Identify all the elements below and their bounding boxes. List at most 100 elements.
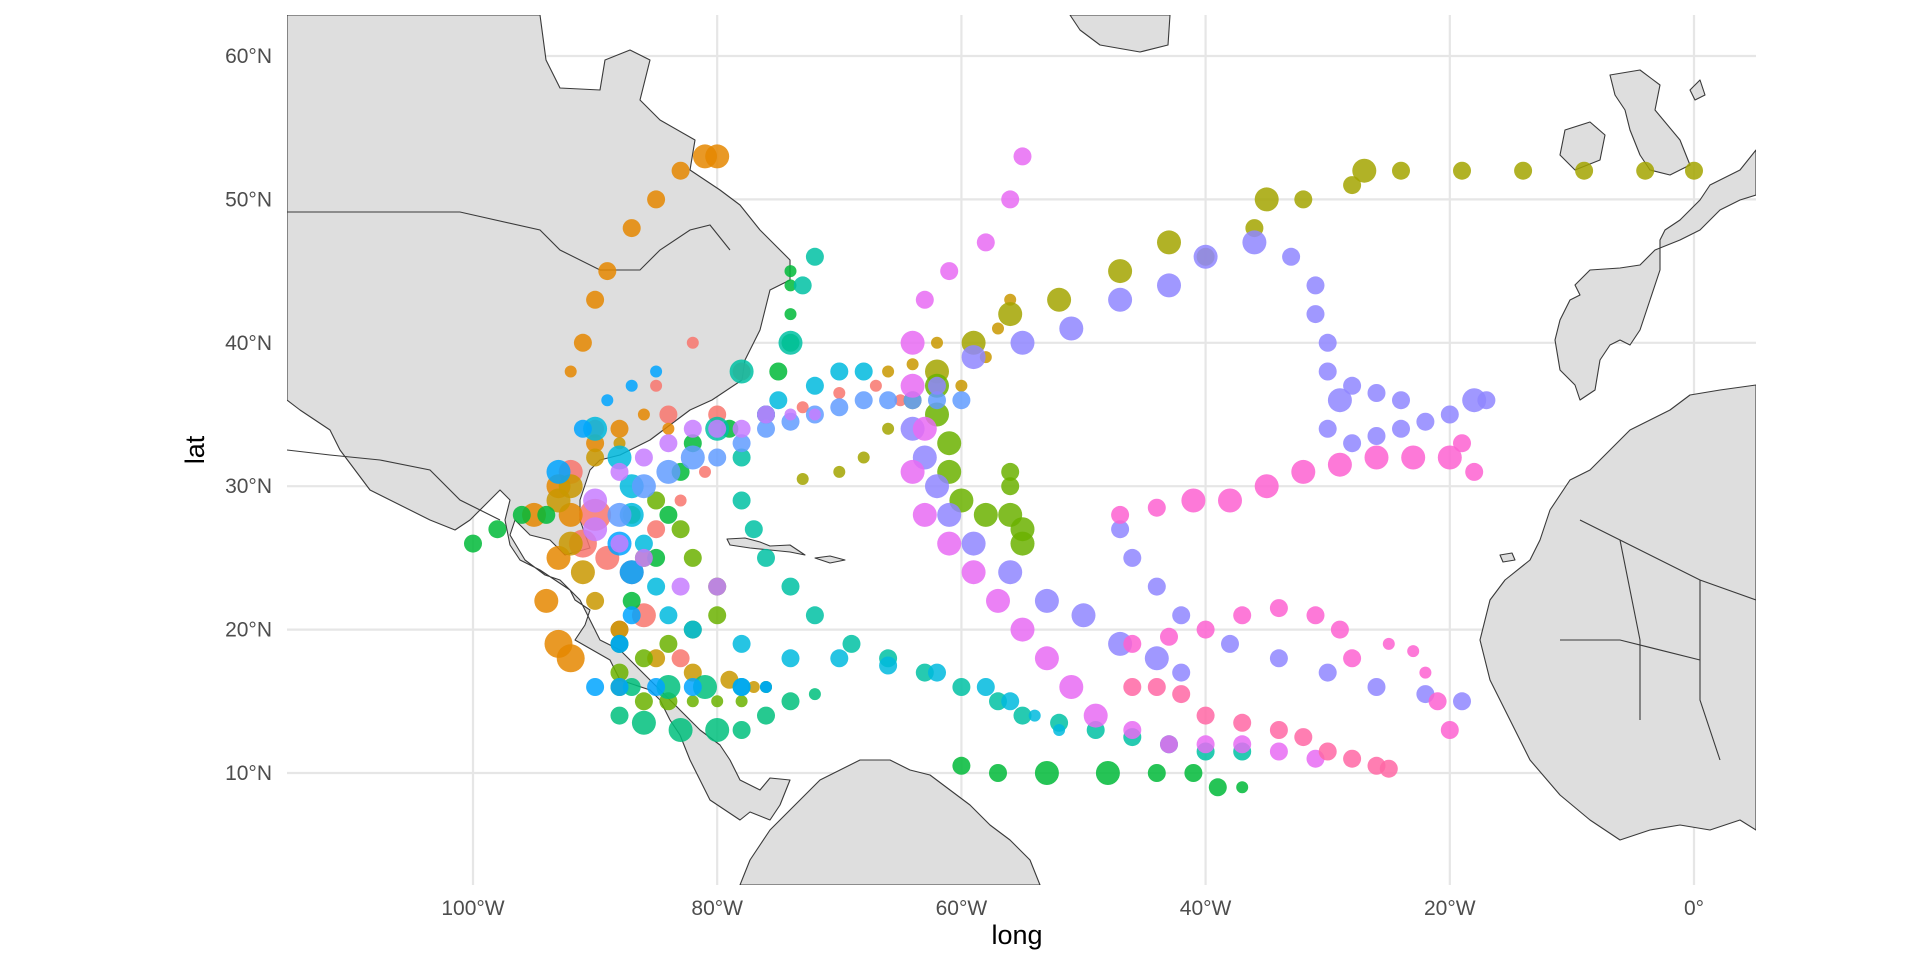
track-point bbox=[989, 764, 1007, 782]
track-point bbox=[1013, 147, 1032, 166]
x-tick-label: 100°W bbox=[441, 897, 504, 920]
track-point bbox=[1172, 606, 1191, 625]
track-point bbox=[747, 681, 760, 693]
track-point bbox=[683, 620, 702, 639]
track-point bbox=[556, 644, 585, 673]
track-point bbox=[647, 520, 666, 539]
track-point bbox=[1318, 742, 1337, 761]
track-point bbox=[1401, 445, 1426, 470]
track-point bbox=[833, 387, 846, 399]
track-point bbox=[683, 548, 702, 567]
track-point bbox=[683, 663, 702, 682]
storm-track-series bbox=[900, 230, 1496, 711]
track-point bbox=[1160, 627, 1178, 646]
track-point bbox=[1053, 724, 1066, 736]
track-point bbox=[830, 362, 849, 381]
x-tick-label: 60°W bbox=[936, 897, 988, 920]
track-point bbox=[634, 649, 653, 668]
track-point bbox=[647, 577, 666, 596]
track-point bbox=[1343, 434, 1362, 453]
track-point bbox=[647, 678, 666, 696]
x-tick-label: 20°W bbox=[1424, 897, 1476, 920]
track-point bbox=[607, 502, 632, 527]
track-point bbox=[1059, 316, 1084, 341]
track-point bbox=[882, 422, 895, 435]
track-point bbox=[705, 144, 730, 169]
track-point bbox=[647, 190, 666, 209]
track-point bbox=[955, 379, 968, 392]
storm-track-series bbox=[900, 147, 1325, 768]
track-point bbox=[1465, 462, 1484, 481]
track-point bbox=[1269, 599, 1288, 618]
track-point bbox=[1392, 419, 1410, 438]
track-point bbox=[793, 276, 812, 295]
track-point bbox=[854, 362, 873, 381]
track-point bbox=[622, 606, 641, 625]
track-point bbox=[1028, 709, 1041, 722]
x-tick-label: 40°W bbox=[1180, 897, 1232, 920]
track-point bbox=[1123, 721, 1142, 739]
track-point bbox=[634, 548, 653, 567]
track-point bbox=[732, 448, 751, 467]
track-point bbox=[650, 365, 663, 378]
track-point bbox=[625, 379, 638, 392]
track-point bbox=[778, 330, 803, 355]
track-point bbox=[1111, 505, 1130, 524]
track-point bbox=[1242, 230, 1267, 255]
track-point bbox=[1294, 728, 1313, 747]
track-point bbox=[900, 373, 925, 398]
track-point bbox=[1306, 305, 1325, 324]
track-point bbox=[1034, 761, 1059, 785]
track-point bbox=[610, 462, 629, 481]
track-point bbox=[796, 473, 809, 485]
track-point bbox=[1453, 434, 1471, 453]
track-point bbox=[659, 634, 678, 653]
track-point bbox=[583, 517, 608, 542]
track-point bbox=[900, 330, 925, 355]
track-point bbox=[634, 448, 653, 467]
track-point bbox=[1685, 161, 1703, 180]
track-point bbox=[1477, 391, 1496, 410]
track-point bbox=[622, 591, 641, 610]
storm-track-series bbox=[546, 293, 1017, 693]
track-point bbox=[1196, 706, 1215, 725]
track-point bbox=[671, 649, 690, 668]
track-point bbox=[882, 365, 895, 378]
track-point bbox=[732, 678, 751, 696]
track-point bbox=[1453, 161, 1471, 180]
track-point bbox=[1034, 588, 1059, 613]
track-point bbox=[986, 588, 1010, 613]
track-point bbox=[1172, 663, 1191, 682]
track-point bbox=[1001, 190, 1020, 209]
track-point bbox=[1306, 276, 1325, 295]
track-point bbox=[1254, 187, 1279, 212]
track-point bbox=[1407, 645, 1420, 658]
track-point bbox=[708, 448, 727, 467]
track-point bbox=[805, 247, 824, 266]
track-point bbox=[634, 534, 653, 553]
track-point bbox=[1034, 646, 1059, 671]
us-mexico-border bbox=[287, 449, 501, 521]
track-point bbox=[805, 376, 824, 395]
track-point bbox=[1147, 678, 1166, 696]
track-point bbox=[854, 391, 873, 410]
south-america-landmass bbox=[739, 759, 1041, 885]
track-point bbox=[976, 233, 995, 252]
track-point bbox=[1318, 362, 1337, 381]
track-point bbox=[952, 391, 971, 410]
track-point bbox=[1123, 548, 1142, 567]
track-point bbox=[900, 459, 925, 484]
track-point bbox=[1181, 488, 1206, 513]
track-point bbox=[1208, 778, 1227, 797]
track-point bbox=[912, 502, 937, 527]
track-point bbox=[598, 262, 617, 281]
track-point bbox=[1111, 520, 1130, 539]
track-point bbox=[1218, 488, 1242, 513]
track-point bbox=[732, 491, 751, 510]
track-point bbox=[952, 678, 971, 696]
track-point bbox=[659, 405, 678, 424]
track-point bbox=[683, 678, 702, 696]
track-point bbox=[1364, 445, 1389, 470]
track-point bbox=[928, 663, 946, 682]
